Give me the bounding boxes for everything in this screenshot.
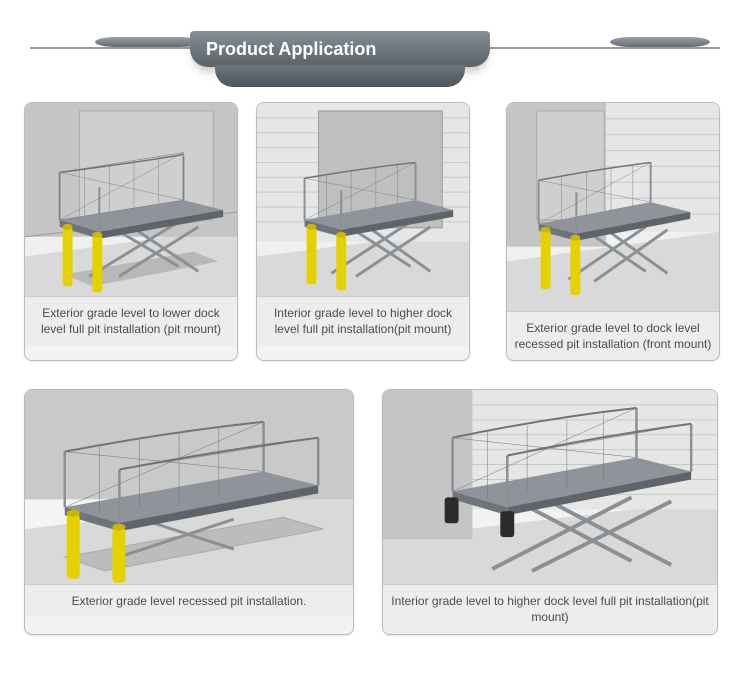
card-caption: Exterior grade level to dock level reces… (507, 311, 719, 360)
illustration-exterior-recessed-pit (25, 390, 353, 584)
header-title-bar: Product Application (190, 31, 490, 67)
application-card-4: Exterior grade level recessed pit instal… (24, 389, 354, 634)
illustration-interior-higher-dock (257, 103, 469, 296)
header-sub-bar (215, 65, 465, 87)
header-tab-right (610, 37, 710, 47)
application-card-2: Interior grade level to higher dock leve… (256, 102, 470, 361)
card-caption: Exterior grade level to lower dock level… (25, 296, 237, 345)
section-header: Product Application (0, 15, 750, 90)
application-card-5: Interior grade level to higher dock leve… (382, 389, 718, 634)
header-title: Product Application (206, 39, 376, 60)
card-caption: Exterior grade level recessed pit instal… (25, 584, 353, 617)
illustration-interior-higher-dock-wide (383, 390, 717, 584)
application-card-1: Exterior grade level to lower dock level… (24, 102, 238, 361)
card-row-2: Exterior grade level recessed pit instal… (0, 389, 750, 634)
card-caption: Interior grade level to higher dock leve… (257, 296, 469, 345)
illustration-exterior-lower-dock (25, 103, 237, 296)
card-row-1: Exterior grade level to lower dock level… (0, 102, 750, 361)
card-caption: Interior grade level to higher dock leve… (383, 584, 717, 633)
illustration-exterior-recessed-front (507, 103, 719, 311)
application-card-3: Exterior grade level to dock level reces… (506, 102, 720, 361)
header-tab-left (95, 37, 200, 47)
